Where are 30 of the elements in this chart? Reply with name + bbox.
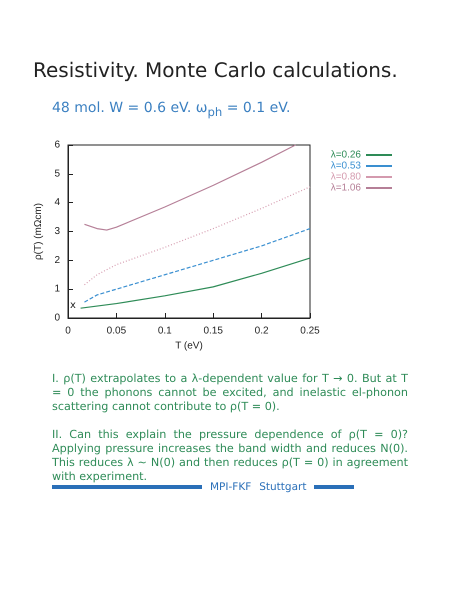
text: II. Can this explain the pressure dependence of ρ(T = 0)? Applying pressure increases the band width and reduces N(0). This reduces λ ∼ N(0) and then reduces ρ(T = 0) in agreement with experiment. xyxy=(52,428,408,483)
y-tick-label: 3 xyxy=(54,226,60,237)
chart-title: Resistivity. Monte Carlo calculations. xyxy=(33,58,398,82)
legend-label: λ=0.26 xyxy=(330,150,362,160)
y-tick-label: 2 xyxy=(54,254,60,266)
x-tick-label: 0.25 xyxy=(300,326,320,336)
legend-label: λ=1.06 xyxy=(330,182,362,194)
x-tick-label: 0.05 xyxy=(106,326,127,336)
x-tick-label: 0.2 xyxy=(254,326,269,336)
y-tick-label: 6 xyxy=(54,140,60,150)
x-tick-label: 0 xyxy=(65,326,72,336)
line-series xyxy=(80,257,311,309)
legend-label: λ=0.53 xyxy=(330,160,362,172)
legend-label: λ=0.80 xyxy=(330,172,362,182)
chart-subtitle: 48 mol. W = 0.6 eV. ω$_{ph}$ = 0.1 eV. xyxy=(52,100,290,119)
y-tick-label: 1 xyxy=(54,284,60,295)
y-tick-label: 0 xyxy=(54,312,60,324)
text: MPI-FKF xyxy=(210,481,252,493)
text: Stuttgart xyxy=(259,481,306,493)
line-series xyxy=(84,186,311,286)
line-series xyxy=(84,144,296,231)
y-axis-title: ρ(T) (mΩcm) xyxy=(33,202,44,260)
y-tick-label: 4 xyxy=(54,197,60,208)
annotation: x xyxy=(70,300,76,311)
y-tick-label: 5 xyxy=(54,168,60,180)
line-series xyxy=(84,228,311,303)
x-axis-title: T (eV) xyxy=(175,340,203,352)
text: I. ρ(T) extrapolates to a λ-dependent value for T → 0. But at T = 0 the phonons cannot be excited, and inelastic el-phonon scattering cannot contribute to ρ(T = 0). xyxy=(52,372,408,414)
x-tick-label: 0.15 xyxy=(203,326,224,336)
x-tick-label: 0.1 xyxy=(158,326,172,336)
